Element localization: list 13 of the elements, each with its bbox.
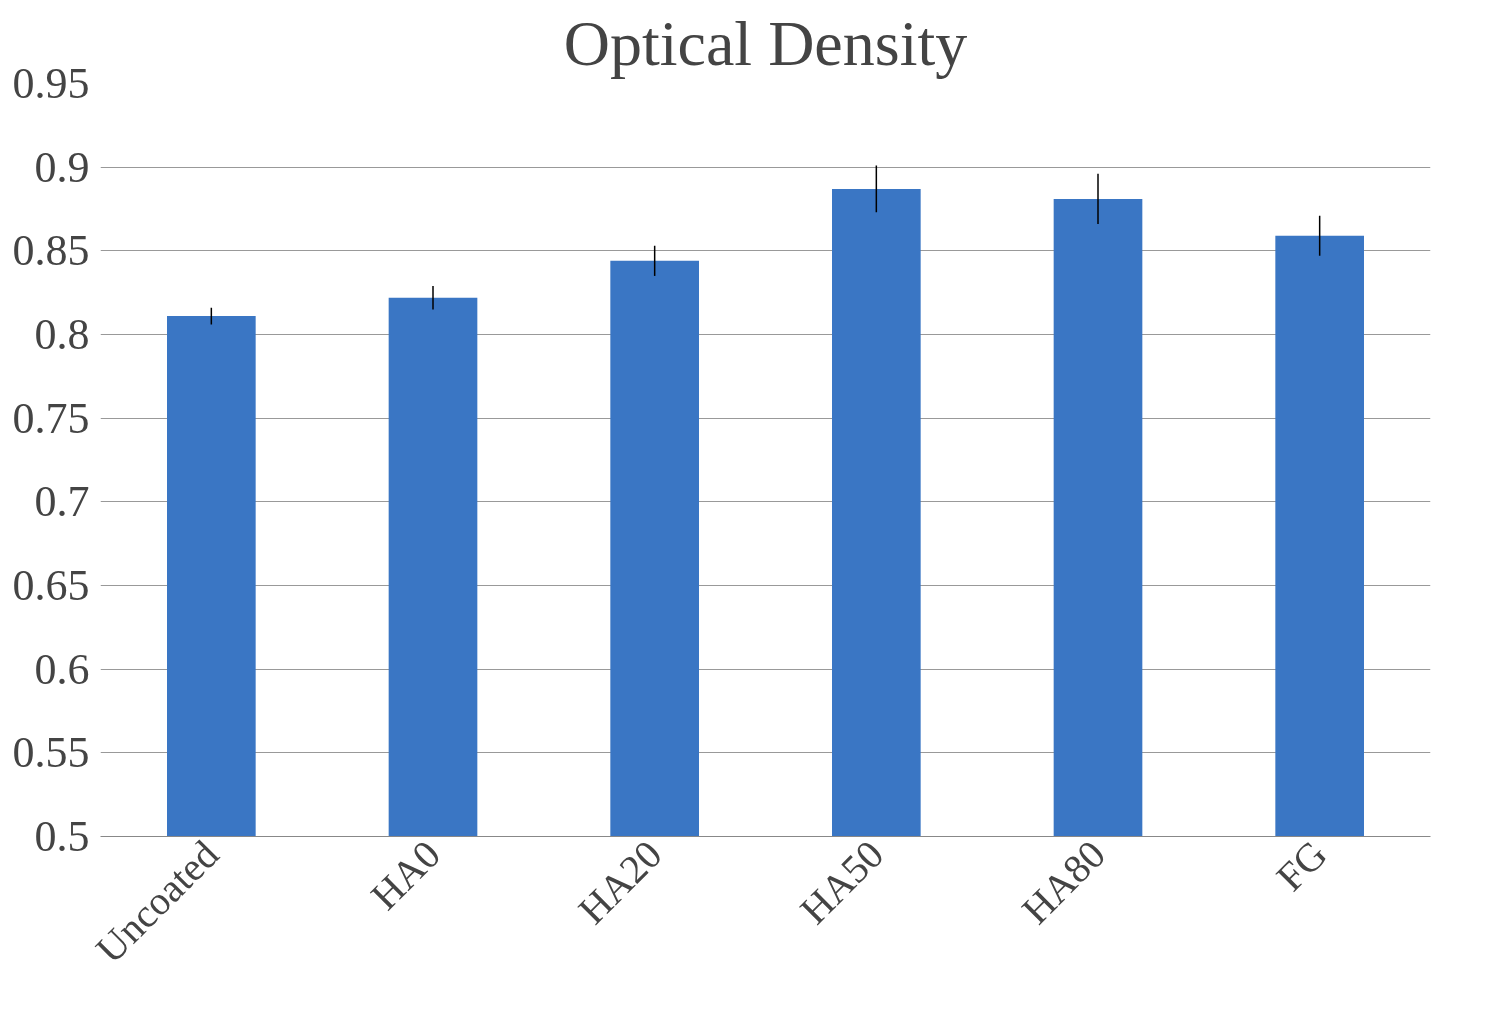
y-tick-label: 0.55 [12,728,90,778]
y-tick-label: 0.85 [12,226,90,276]
chart-title: Optical Density [563,7,968,79]
y-tick-label: 0.65 [12,561,90,610]
x-tick-label: HA0 [362,831,449,919]
y-tick-label: 0.8 [34,310,90,359]
y-tick-label: 0.7 [34,477,90,527]
y-tick-label: 0.9 [34,142,90,192]
y-tick-label: 0.6 [34,644,90,694]
y-tick-label: 0.95 [12,59,90,108]
y-tick-label: 0.75 [12,393,90,443]
x-tick-label: FG [1267,831,1336,900]
y-tick-label: 0.5 [34,812,90,861]
